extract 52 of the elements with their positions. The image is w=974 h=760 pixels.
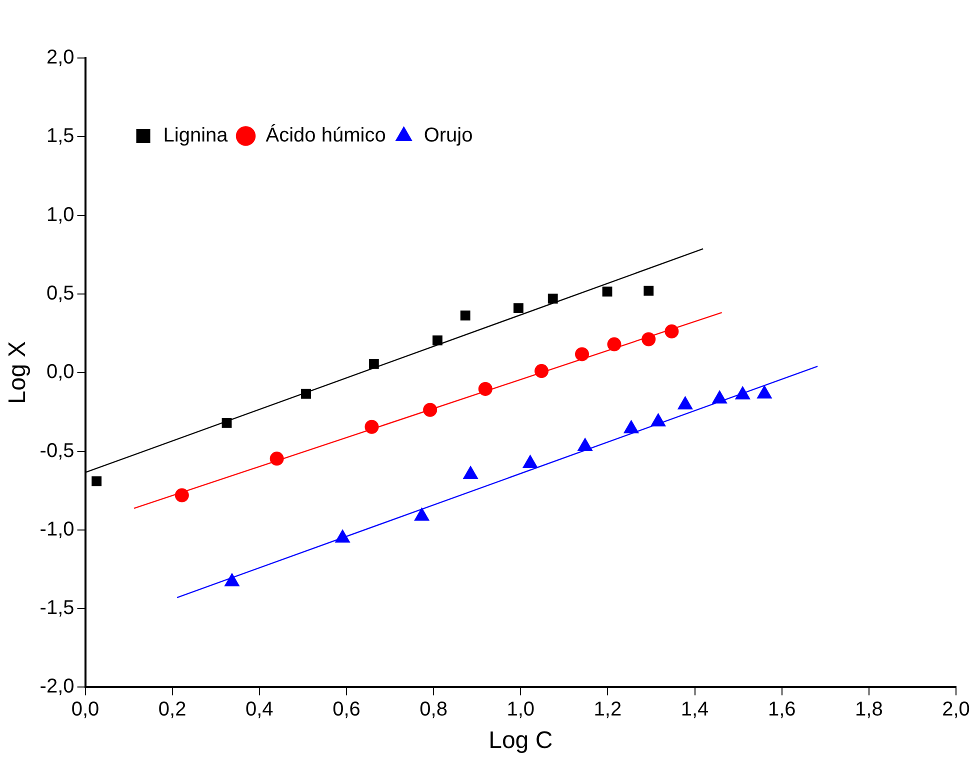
point bbox=[514, 303, 524, 314]
point bbox=[644, 286, 654, 296]
point bbox=[334, 529, 350, 543]
x-tick-label: 0,0 bbox=[71, 698, 100, 721]
x-tick-label: 0,4 bbox=[246, 698, 274, 721]
point bbox=[534, 364, 549, 378]
y-axis-title: Log X bbox=[4, 341, 32, 404]
point bbox=[222, 418, 232, 428]
point bbox=[224, 572, 240, 586]
point bbox=[664, 324, 679, 338]
y-tick-label: 2,0 bbox=[46, 46, 74, 69]
x-tick-label: 1,8 bbox=[855, 698, 883, 721]
point bbox=[607, 337, 622, 352]
y-tick-label: 0,5 bbox=[46, 282, 74, 304]
point bbox=[623, 420, 640, 434]
point bbox=[577, 438, 593, 452]
point bbox=[522, 454, 538, 468]
legend-label: Lignina bbox=[163, 124, 229, 147]
x-tick-label: 0,8 bbox=[420, 698, 448, 721]
y-tick-label: -2,0 bbox=[40, 676, 74, 698]
y-tick-label: 1,0 bbox=[46, 204, 74, 226]
point bbox=[602, 286, 612, 297]
point bbox=[368, 359, 379, 369]
x-tick-label: 0,2 bbox=[158, 698, 186, 721]
x-tick-label: 2,0 bbox=[942, 698, 970, 721]
point bbox=[364, 420, 379, 434]
point bbox=[548, 294, 558, 304]
point bbox=[301, 388, 311, 399]
point bbox=[460, 310, 470, 320]
point bbox=[575, 347, 590, 362]
point bbox=[712, 390, 728, 404]
point bbox=[642, 332, 656, 346]
x-axis-title: Log C bbox=[488, 727, 553, 754]
x-tick-label: 1,2 bbox=[594, 698, 622, 721]
legend-label: Ácido húmico bbox=[266, 124, 386, 147]
y-tick-label: 1,5 bbox=[46, 125, 74, 148]
x-tick-label: 1,0 bbox=[506, 698, 535, 721]
point bbox=[414, 507, 430, 521]
point bbox=[478, 382, 492, 396]
y-tick-label: -1,0 bbox=[40, 518, 74, 540]
point bbox=[270, 452, 284, 466]
x-tick-label: 0,6 bbox=[332, 698, 360, 721]
y-tick-label: -1,5 bbox=[40, 597, 74, 620]
point bbox=[462, 466, 478, 480]
y-tick-label: -0,5 bbox=[40, 440, 74, 462]
y-tick-label: 0,0 bbox=[46, 361, 74, 384]
point bbox=[432, 335, 442, 346]
point bbox=[423, 402, 438, 417]
point bbox=[650, 412, 666, 426]
x-tick-label: 1,6 bbox=[768, 698, 796, 721]
legend-label: Orujo bbox=[424, 124, 473, 147]
x-tick-label: 1,4 bbox=[680, 698, 709, 721]
